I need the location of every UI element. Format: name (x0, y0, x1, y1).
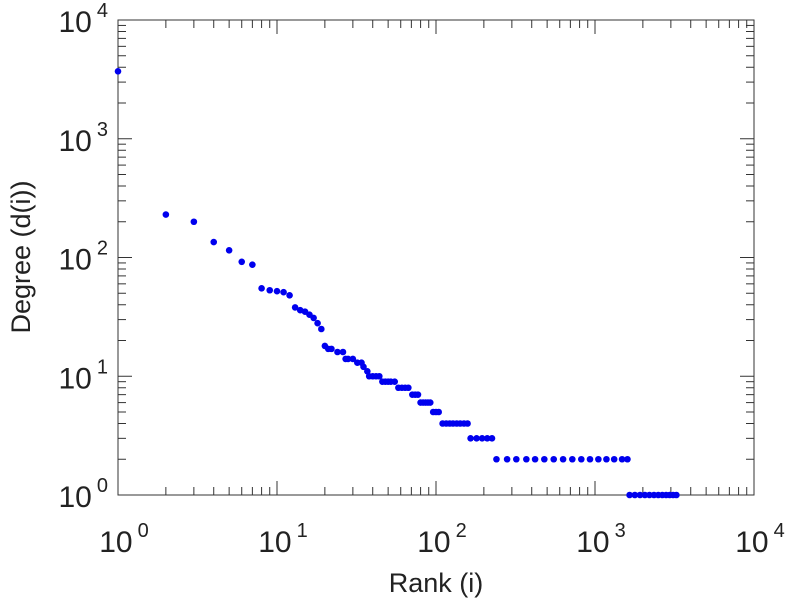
data-point (673, 491, 680, 499)
data-point (550, 455, 558, 463)
y-tick-label-exponent: 1 (97, 356, 108, 378)
x-tick-label-exponent: 1 (297, 520, 308, 542)
data-point (586, 455, 594, 463)
x-tick-label: 10 4 (735, 520, 785, 559)
x-tick-label-base: 10 (417, 526, 450, 559)
data-point (618, 455, 626, 463)
y-tick-label-base: 10 (59, 244, 92, 277)
data-point (646, 491, 653, 499)
data-point (569, 455, 576, 463)
data-point (360, 363, 367, 371)
x-tick-label: 10 1 (258, 520, 308, 559)
data-point (488, 435, 496, 442)
data-point (249, 261, 256, 268)
x-tick-label-exponent: 2 (456, 520, 467, 542)
x-tick-label-base: 10 (576, 526, 609, 559)
data-point (280, 288, 287, 296)
data-point (318, 325, 325, 333)
y-tick-label-exponent: 3 (97, 119, 108, 141)
data-point (531, 455, 539, 463)
x-axis-title: Rank (i) (389, 568, 484, 598)
data-point (114, 67, 122, 75)
y-tick-label-base: 10 (59, 481, 92, 514)
y-tick-label-exponent: 2 (97, 238, 108, 260)
data-point (286, 292, 293, 299)
data-point (414, 391, 422, 398)
x-tick-label-exponent: 0 (138, 520, 149, 542)
data-point (523, 455, 530, 463)
data-point (641, 491, 649, 499)
data-point (391, 378, 399, 385)
y-tick-label-base: 10 (59, 362, 92, 395)
data-point (636, 491, 644, 499)
data-point (376, 372, 383, 380)
y-tick-label-base: 10 (59, 125, 92, 158)
data-point (344, 355, 352, 363)
y-tick-label-exponent: 4 (97, 0, 108, 22)
data-point (190, 218, 198, 226)
data-point (467, 435, 474, 442)
data-point (503, 455, 511, 463)
data-point (493, 455, 500, 463)
data-point (483, 435, 491, 442)
y-tick-label: 10 0 (59, 475, 109, 514)
data-point (513, 455, 520, 463)
data-point (334, 348, 341, 356)
x-tick-label: 10 2 (417, 520, 467, 559)
data-point (314, 319, 321, 327)
y-tick-label: 10 3 (59, 119, 109, 158)
x-tick-label-base: 10 (258, 526, 291, 559)
data-points (114, 67, 680, 499)
y-tick-label: 10 1 (59, 356, 109, 395)
data-point (577, 455, 585, 463)
data-point (238, 258, 246, 266)
x-tick-label-base: 10 (735, 526, 768, 559)
data-point (328, 345, 335, 353)
data-point (426, 399, 434, 406)
plot-frame (117, 19, 755, 496)
data-point (473, 435, 480, 442)
data-point (559, 455, 567, 463)
data-point (603, 455, 610, 463)
data-point (626, 491, 633, 499)
data-point (339, 348, 347, 356)
data-point (291, 304, 299, 311)
data-point (266, 286, 274, 294)
data-point (349, 355, 357, 363)
data-point (210, 238, 218, 246)
data-point (631, 491, 639, 499)
major-ticks (117, 19, 755, 496)
data-point (478, 435, 486, 442)
data-point (273, 287, 281, 295)
data-point (624, 455, 631, 463)
data-point (162, 211, 170, 218)
x-tick-labels: 10 0 10 1 10 2 10 3 10 4 (99, 520, 785, 559)
data-point (310, 314, 317, 322)
data-point (405, 384, 412, 392)
data-point (541, 455, 548, 463)
y-tick-label: 10 2 (59, 238, 109, 277)
y-tick-label-base: 10 (59, 6, 92, 39)
minor-ticks (118, 20, 754, 495)
x-tick-label-exponent: 3 (615, 520, 626, 542)
data-point (595, 455, 602, 463)
x-tick-label: 10 3 (576, 520, 626, 559)
data-point (610, 455, 618, 463)
data-point (435, 408, 443, 416)
y-tick-label-exponent: 0 (97, 475, 108, 497)
y-tick-label: 10 4 (59, 0, 109, 39)
x-tick-label: 10 0 (99, 520, 149, 559)
x-tick-label-base: 10 (99, 526, 132, 559)
data-point (464, 420, 471, 427)
data-point (225, 246, 233, 254)
y-axis-title: Degree (d(i)) (6, 180, 36, 333)
data-point (258, 285, 265, 292)
x-tick-label-exponent: 4 (774, 520, 785, 542)
